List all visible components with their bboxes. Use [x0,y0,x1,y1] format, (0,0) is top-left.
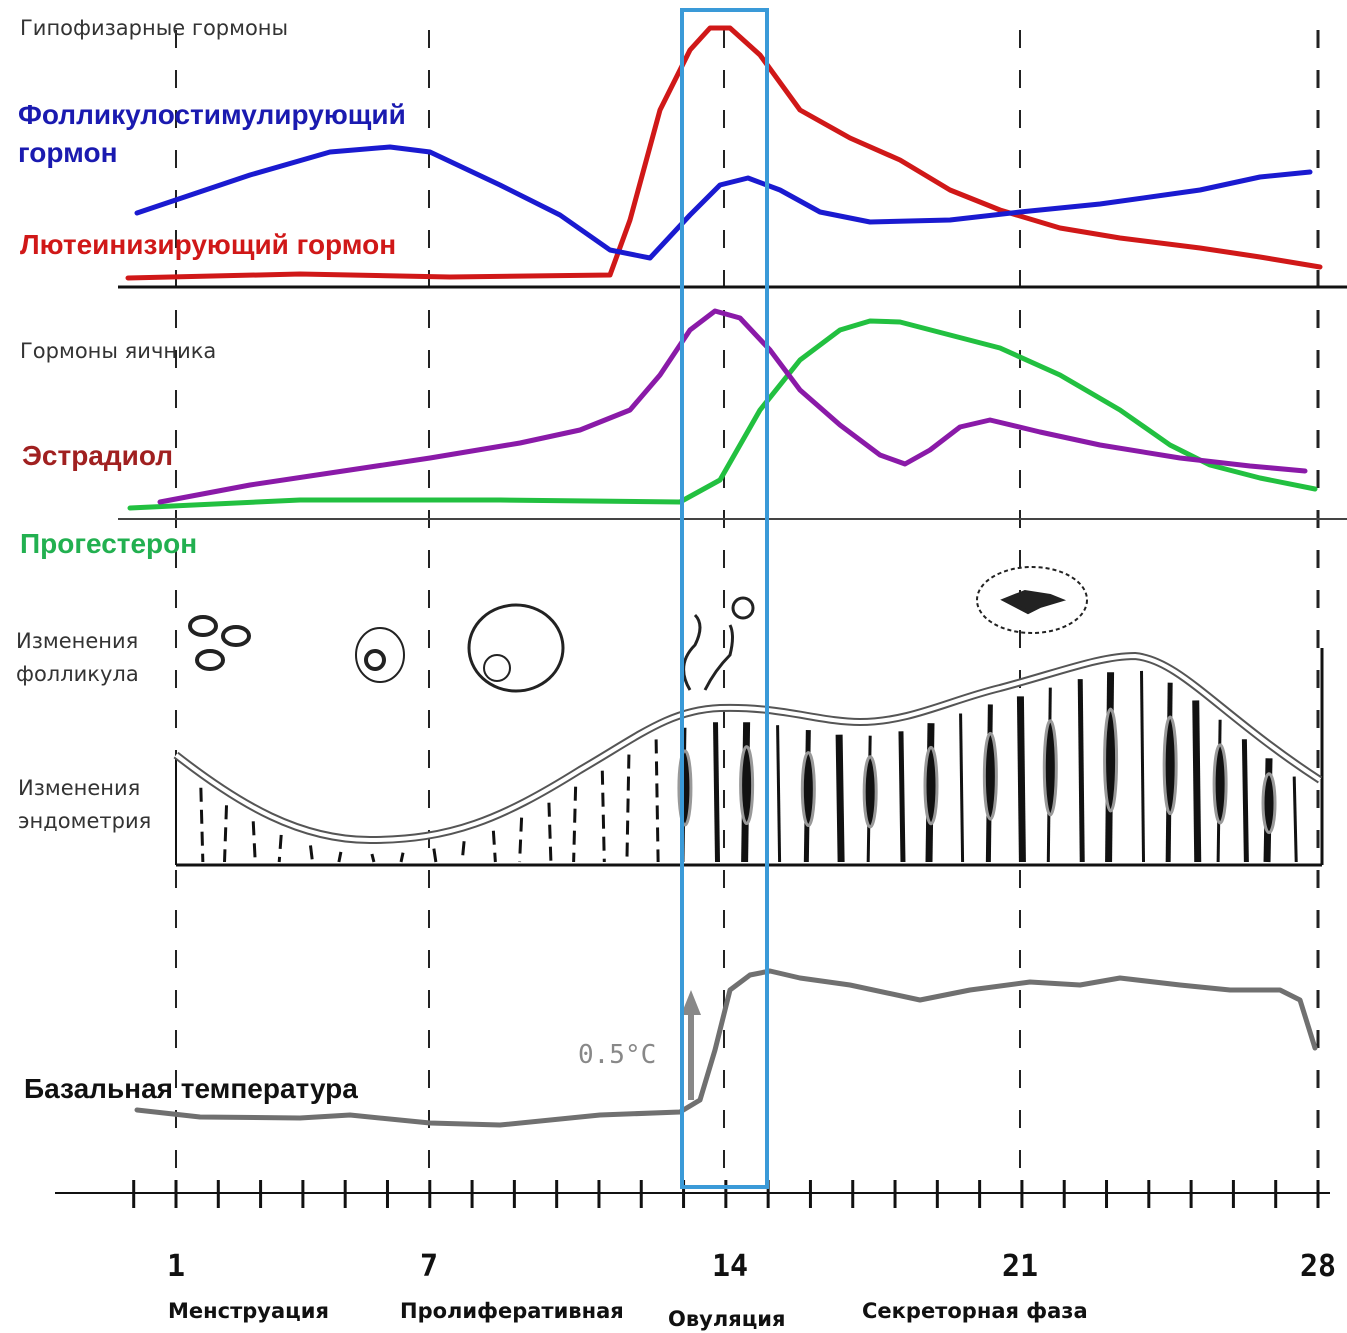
gland [600,770,606,863]
gland-body [1162,715,1178,816]
day-label: 21 [1002,1249,1038,1284]
progesterone-curve [127,318,1318,511]
lh-curve [125,25,1323,281]
day-label: 14 [712,1249,748,1284]
gland [1241,739,1249,863]
estradiol-curve [157,308,1308,505]
gland [308,845,314,863]
gland-body [862,755,878,829]
gland [460,841,466,863]
gland [491,830,497,863]
gland [959,713,965,863]
endometrium-label: Изменения [18,776,140,800]
day-guides [175,30,1320,1190]
gland [337,851,343,863]
gland [898,731,906,863]
gland-body [1103,707,1119,813]
progesterone-label: Прогестерон [20,528,197,559]
section-title: Гормоны яичника [20,339,216,363]
gland [370,853,376,863]
estradiol-label: Эстрадиол [22,440,173,471]
follicle-label: фолликула [16,662,139,686]
gland [625,754,631,863]
gland-body [1212,743,1228,825]
follicles [188,566,1088,693]
gland [547,802,553,863]
gland-body [1042,719,1058,817]
gland [1140,670,1146,863]
fsh-curve [134,144,1313,261]
fsh-label: Фолликулостимулирующий [18,99,406,130]
fsh-label: гормон [18,137,118,168]
gland [199,787,205,863]
gland [432,848,438,863]
phase-label: Пролиферативная [400,1299,624,1323]
ovulation-window [680,8,769,1189]
basal-temperature-curve [134,968,1318,1128]
gland [1292,776,1298,863]
gland [1077,679,1085,863]
gland [399,852,405,863]
gland [572,786,578,863]
gland [654,739,660,863]
rise-arrow-head [681,990,701,1015]
basal-label: Базальная температура [24,1073,358,1104]
rise-label: 0.5°C [578,1040,656,1070]
lh-label: Лютеинизирующий гормон [20,229,396,260]
day-label: 28 [1300,1249,1336,1284]
phase-label: Овуляция [668,1307,785,1331]
gland-body [739,745,755,826]
gland-body [923,745,939,826]
gland-body [982,731,998,821]
gland [251,821,257,863]
gland [518,817,524,863]
follicle-label: Изменения [16,629,138,653]
endometrium [173,648,1324,867]
gland [835,734,845,863]
gland-body [1261,772,1277,835]
gland [713,722,721,863]
gland [1192,700,1202,863]
gland [1016,696,1026,863]
gland [776,725,782,863]
gland [277,834,283,863]
day-ticks [132,1180,1320,1208]
gland-body [800,751,816,828]
phase-label: Секреторная фаза [862,1299,1088,1323]
section-title: Гипофизарные гормоны [20,16,288,40]
day-label: 1 [167,1249,185,1284]
endometrium-label: эндометрия [18,809,151,833]
gland [223,805,229,863]
phase-label: Менструация [168,1299,329,1323]
day-label: 7 [420,1249,438,1284]
